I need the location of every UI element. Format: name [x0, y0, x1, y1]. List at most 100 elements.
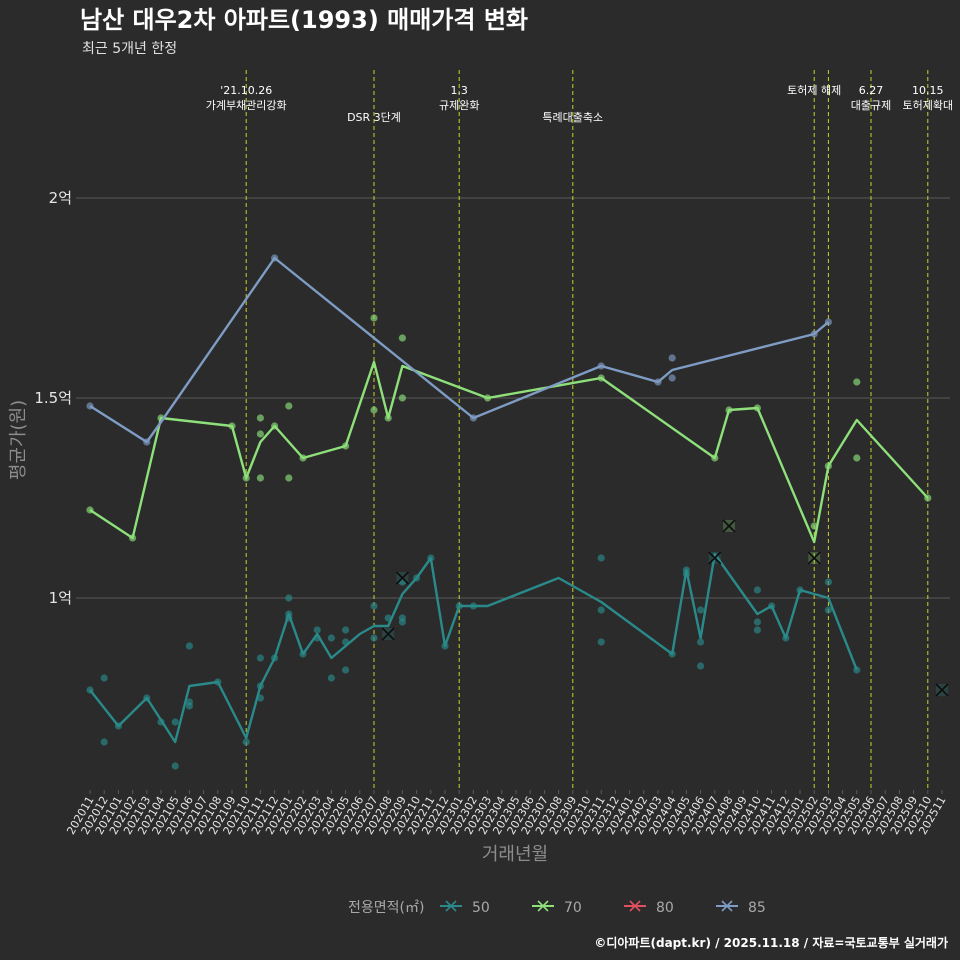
data-point-70 [753, 404, 762, 412]
legend-swatch-x [537, 900, 549, 912]
legend-label: 70 [564, 900, 582, 916]
data-point-50 [413, 574, 421, 582]
data-point-50 [271, 654, 279, 662]
data-point-50 [384, 614, 392, 622]
data-point-50 [469, 602, 477, 610]
data-point-70 [228, 422, 236, 430]
data-point-50 [114, 722, 122, 730]
legend-swatch-x [445, 900, 457, 912]
legend-label: 80 [656, 900, 674, 916]
data-point-50 [327, 674, 335, 682]
data-point-70 [256, 430, 264, 438]
data-point-50 [824, 578, 833, 586]
cancelled-deal-marker [722, 519, 736, 533]
data-point-50 [342, 626, 350, 634]
data-point-50 [256, 682, 264, 690]
data-point-50 [697, 662, 705, 670]
data-point-50 [342, 638, 350, 646]
series-70 [86, 314, 932, 565]
data-point-85 [668, 354, 676, 362]
data-point-50 [285, 614, 293, 622]
y-tick-label: 1억 [49, 589, 72, 607]
data-point-70 [398, 334, 406, 342]
data-point-85 [824, 318, 833, 326]
legend-swatch-x [629, 900, 641, 912]
data-point-85 [143, 438, 151, 446]
legend-swatch-x [721, 900, 733, 912]
data-point-70 [384, 414, 392, 422]
y-tick-label: 2억 [49, 189, 72, 207]
data-point-50 [342, 666, 350, 674]
series-line-85 [89, 256, 830, 444]
data-point-70 [725, 406, 733, 414]
data-point-50 [597, 638, 605, 646]
data-point-50 [299, 650, 307, 658]
event-label: 규제완화 [439, 99, 479, 112]
data-point-50 [143, 694, 151, 702]
event-label: 10.15 [912, 84, 944, 97]
chart-subtitle: 최근 5개년 한정 [82, 41, 177, 57]
data-point-70 [484, 394, 492, 402]
y-axis-ticks: 1억 1.5억 2억 [34, 189, 80, 607]
data-point-50 [256, 694, 264, 702]
data-point-85 [668, 374, 676, 382]
cancelled-marker-stroke [708, 551, 722, 565]
cancelled-deal-marker [935, 683, 949, 697]
data-point-85 [271, 254, 279, 262]
x-axis-title: 거래년월 [482, 844, 548, 865]
event-label: 특례대출축소 [542, 111, 603, 124]
data-point-50 [697, 606, 705, 614]
data-point-50 [100, 738, 108, 746]
y-grid [80, 197, 950, 599]
cancelled-deal-marker [708, 551, 722, 565]
series-85 [86, 254, 833, 446]
event-label: 토허제확대 [902, 99, 953, 112]
data-point-50 [441, 642, 449, 650]
data-point-50 [753, 586, 762, 594]
event-label: 토허제 해제 [787, 83, 841, 97]
data-point-70 [256, 414, 264, 422]
legend-title: 전용면적(㎡) [348, 900, 424, 916]
data-point-85 [810, 330, 818, 338]
legend-item-70: 70 [532, 900, 582, 916]
data-point-50 [682, 570, 691, 578]
data-point-50 [370, 602, 378, 610]
y-tick-label: 1.5억 [34, 389, 72, 407]
series-line-50 [89, 552, 858, 744]
data-point-50 [824, 606, 833, 614]
data-point-70 [824, 462, 833, 470]
cancelled-marker-stroke [807, 551, 821, 565]
data-point-70 [370, 406, 378, 414]
legend-label: 85 [748, 900, 766, 916]
legend: 전용면적(㎡) 50 70 80 85 [348, 900, 766, 916]
event-label: 1.3 [450, 84, 468, 97]
data-point-50 [668, 650, 676, 658]
data-point-50 [185, 702, 193, 710]
data-point-70 [810, 522, 818, 530]
y-axis-title: 평균가(원) [8, 400, 29, 480]
data-point-50 [427, 554, 435, 562]
data-point-50 [782, 634, 790, 642]
data-point-70 [342, 442, 350, 450]
series-50 [86, 551, 949, 770]
event-label: '21.10.26 [220, 84, 272, 97]
cancelled-deal-marker [395, 571, 409, 585]
x-axis-ticks: 2020112020122021012021022021032021042021… [64, 790, 949, 837]
cancelled-marker-stroke [935, 683, 949, 697]
data-point-50 [597, 554, 605, 562]
data-point-70 [711, 454, 719, 462]
event-label: 대출규제 [851, 99, 891, 112]
data-point-50 [398, 618, 406, 626]
data-point-85 [86, 402, 94, 410]
data-point-70 [242, 474, 250, 482]
data-point-50 [171, 718, 179, 726]
data-point-85 [469, 414, 477, 422]
data-point-70 [370, 314, 378, 322]
event-label: DSR 3단계 [347, 111, 401, 124]
data-point-70 [398, 394, 406, 402]
data-point-50 [768, 602, 776, 610]
data-point-70 [86, 506, 94, 514]
